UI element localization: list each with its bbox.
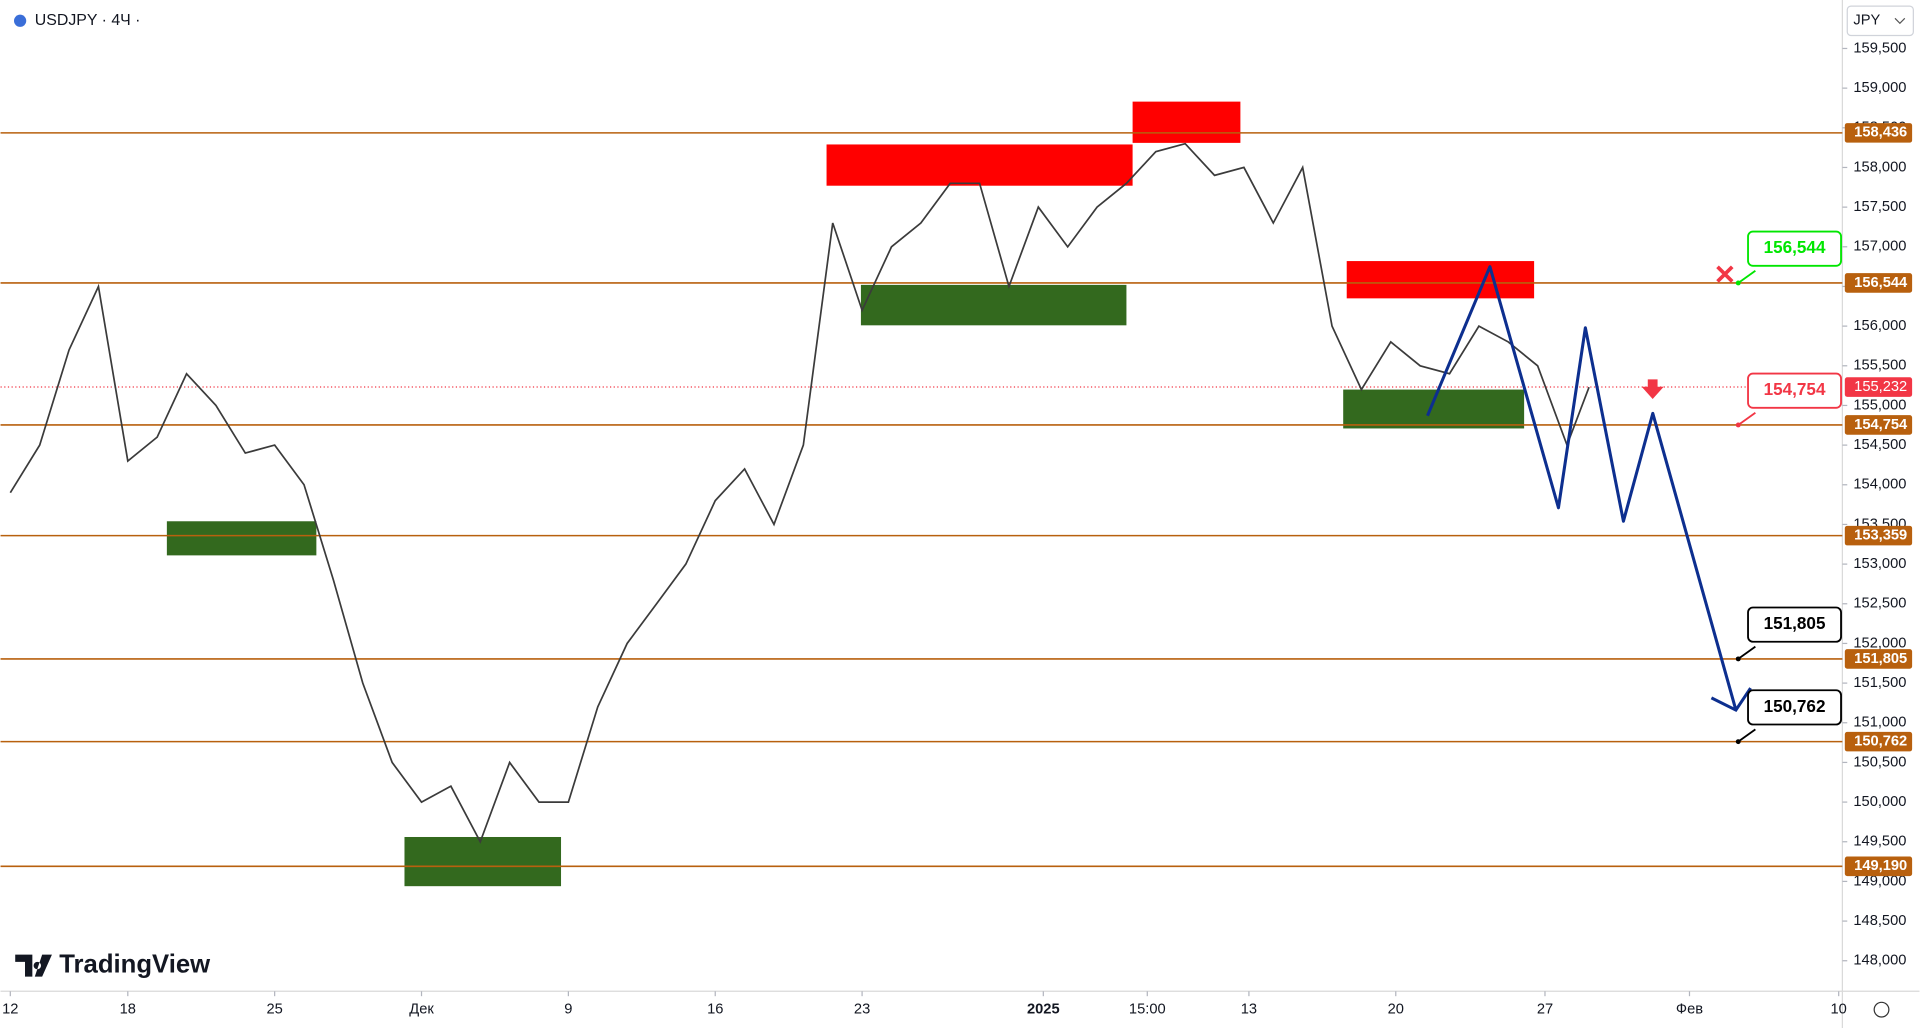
settings-icon[interactable]	[1873, 1001, 1890, 1018]
level-tag	[1844, 731, 1913, 752]
level-label: 151,805	[1854, 651, 1907, 667]
y-tick-label: 155,500	[1853, 358, 1906, 374]
logo: TradingView	[15, 950, 211, 978]
annotation-label: 156,544	[1764, 237, 1826, 257]
annotation-pointer	[1737, 645, 1756, 660]
y-tick-label: 148,500	[1853, 913, 1906, 929]
current-price-tag	[1844, 377, 1913, 397]
x-tick-label: 9	[564, 1002, 572, 1018]
down-arrow-marker	[1641, 379, 1664, 399]
level-tag	[1844, 415, 1913, 435]
y-tick-label: 151,500	[1853, 675, 1906, 691]
annotation-box	[1747, 689, 1842, 726]
annotation-pointer	[1737, 269, 1756, 284]
level-label: 158,436	[1854, 125, 1907, 141]
level-tag	[1844, 525, 1913, 546]
y-tick-label: 158,000	[1853, 159, 1906, 175]
currency-box[interactable]	[1846, 5, 1914, 37]
x-tick-label: 18	[120, 1002, 136, 1018]
y-tick-label: 159,500	[1853, 40, 1906, 56]
logo-mark	[15, 954, 52, 977]
y-tick-label: 154,500	[1853, 437, 1906, 453]
zone	[1343, 389, 1525, 429]
x-tick-label: 16	[707, 1002, 723, 1018]
level-label: 154,754	[1854, 417, 1908, 433]
annotation-pointer	[1737, 728, 1756, 743]
zone	[1132, 101, 1241, 143]
y-tick-label: 153,000	[1853, 556, 1906, 572]
logo-text: TradingView	[59, 950, 211, 978]
annotation-label: 150,762	[1764, 696, 1826, 716]
level-label: 149,190	[1854, 858, 1907, 874]
x-tick-label: 25	[266, 1002, 282, 1018]
annotation-label: 154,754	[1764, 379, 1826, 399]
y-tick-label: 157,000	[1853, 239, 1906, 255]
level-tag	[1844, 123, 1913, 143]
y-tick-label: 151,000	[1853, 715, 1906, 731]
y-tick-label: 152,500	[1853, 596, 1906, 612]
y-tick-label: 157,500	[1853, 199, 1906, 215]
zone	[166, 521, 317, 556]
y-tick-label: 155,000	[1853, 397, 1906, 413]
flag-icon	[13, 14, 27, 27]
zone	[1346, 261, 1535, 299]
annotation-box	[1747, 606, 1842, 643]
x-tick-label: Фев	[1676, 1002, 1703, 1018]
level-tag	[1844, 856, 1913, 877]
y-tick-label: 152,000	[1853, 635, 1906, 651]
x-tick-label: 27	[1537, 1002, 1553, 1018]
y-tick-label: 150,500	[1853, 754, 1906, 770]
y-tick-label: 154,000	[1853, 477, 1906, 493]
currency[interactable]: JPY	[1853, 13, 1880, 29]
x-tick-label: 10	[1831, 1002, 1847, 1018]
level-tag	[1844, 273, 1913, 293]
y-tick-label: 149,000	[1853, 873, 1906, 889]
y-tick-label: 148,000	[1853, 953, 1906, 969]
annotation-label: 151,805	[1764, 613, 1826, 633]
x-tick-label: Дек	[409, 1002, 434, 1018]
x-tick-label: 20	[1388, 1002, 1404, 1018]
zone	[826, 144, 1133, 186]
price-line	[9, 142, 1590, 844]
x-tick-label: 12	[2, 1002, 18, 1018]
current-price-label: 155,232	[1854, 379, 1907, 395]
level-label: 156,544	[1854, 275, 1908, 291]
level-label: 153,359	[1854, 527, 1907, 543]
x-tick-label: 2025	[1027, 1002, 1060, 1018]
y-tick-label: 150,000	[1853, 794, 1906, 810]
projection-path	[1426, 265, 1738, 711]
symbol-title[interactable]: USDJPY · 4Ч ·	[35, 12, 141, 29]
level-label: 150,762	[1854, 734, 1907, 750]
annotation-box	[1747, 372, 1842, 409]
x-tick-label: 13	[1241, 1002, 1257, 1018]
x-tick-label: 23	[854, 1002, 870, 1018]
y-tick-label: 156,000	[1853, 318, 1906, 334]
projection-arrowhead	[1710, 687, 1752, 713]
y-tick-label: 159,000	[1853, 80, 1906, 96]
gear[interactable]	[1873, 1001, 1890, 1018]
level-tag	[1844, 649, 1913, 669]
annotation-pointer	[1737, 411, 1756, 426]
dropdown-icon	[1894, 17, 1906, 25]
annotation-box	[1747, 230, 1842, 267]
y-tick-label: 149,500	[1853, 834, 1906, 850]
zone	[404, 836, 562, 887]
cross-marker	[1716, 265, 1734, 283]
x-tick-label: 15:00	[1129, 1002, 1166, 1018]
zone	[860, 284, 1127, 326]
